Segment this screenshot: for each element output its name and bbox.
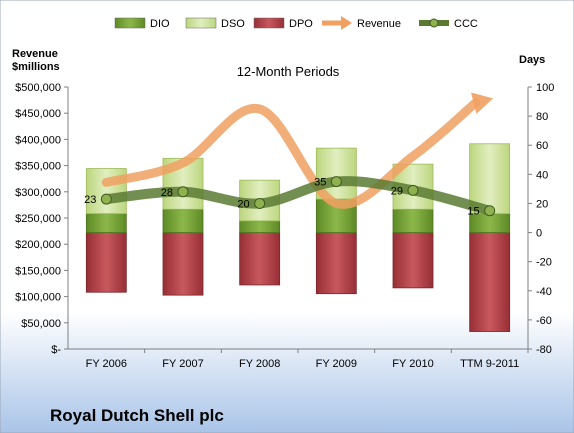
ccc-data-label: 23	[84, 194, 96, 206]
legend-label-ccc: CCC	[454, 18, 478, 30]
legend-swatch-dso	[185, 17, 217, 29]
right-tick-label: 100	[536, 82, 554, 94]
left-tick-label: $450,000	[15, 108, 61, 120]
left-tick-label: $-	[51, 344, 61, 356]
left-axis-title-line-2: $millions	[12, 61, 60, 73]
revenue-arrowhead	[471, 92, 494, 114]
dpo-bar	[85, 232, 127, 293]
dio-bar	[392, 208, 434, 233]
x-tick-label: FY 2010	[392, 358, 433, 370]
legend-swatch-dio	[114, 17, 146, 29]
legend-swatch-ccc-point	[429, 18, 439, 28]
right-tick-label: 0	[536, 228, 542, 240]
ccc-line	[101, 176, 495, 216]
ccc-point	[177, 186, 189, 198]
plot-area: $- $50,000 $100,000 $150,000 $200,000 $250,00…	[15, 82, 554, 370]
legend-label-revenue: Revenue	[357, 18, 401, 30]
legend-label-dio: DIO	[150, 18, 170, 30]
right-tick-label: 80	[536, 111, 548, 123]
right-axis-title: Days	[519, 54, 545, 66]
chart-subtitle: 12-Month Periods	[237, 64, 340, 79]
left-tick-label: $350,000	[15, 161, 61, 173]
right-tick-label: 40	[536, 169, 548, 181]
ccc-data-label: 15	[467, 206, 479, 218]
right-tick-label: -80	[536, 344, 552, 356]
revenue-line	[101, 98, 481, 209]
ccc-point	[330, 176, 342, 188]
left-tick-label: $500,000	[15, 82, 61, 94]
x-tick-label: TTM 9-2011	[460, 358, 519, 370]
left-tick-label: $100,000	[15, 292, 61, 304]
company-name: Royal Dutch Shell plc	[50, 406, 224, 425]
right-tick-label: -20	[536, 257, 552, 269]
ccc-data-label: 28	[161, 187, 173, 199]
left-tick-label: $150,000	[15, 265, 61, 277]
ccc-data-label: 20	[237, 198, 249, 210]
x-tick-label: FY 2008	[239, 358, 280, 370]
ccc-point	[100, 193, 112, 205]
dpo-bar	[392, 232, 434, 289]
ccc-data-label: 29	[391, 185, 403, 197]
legend-swatch-dpo	[253, 17, 285, 29]
dpo-bar	[469, 232, 511, 332]
left-tick-label: $50,000	[21, 318, 61, 330]
legend-label-dpo: DPO	[289, 18, 313, 30]
dio-bar	[239, 220, 281, 233]
ccc-point	[254, 197, 266, 209]
ccc-point	[484, 205, 496, 217]
right-tick-label: -40	[536, 286, 552, 298]
x-tick-label: FY 2006	[86, 358, 127, 370]
right-tick-label: 20	[536, 198, 548, 210]
left-tick-label: $250,000	[15, 213, 61, 225]
right-tick-label: 60	[536, 140, 548, 152]
right-tick-label: -60	[536, 315, 552, 327]
left-tick-label: $300,000	[15, 187, 61, 199]
x-tick-label: FY 2009	[316, 358, 357, 370]
dpo-bar	[162, 232, 204, 296]
legend-label-dso: DSO	[221, 18, 245, 30]
ccc-data-label: 35	[314, 177, 326, 189]
left-tick-label: $200,000	[15, 239, 61, 251]
left-axis-title-line-1: Revenue	[12, 48, 58, 60]
legend-swatch-revenue-arrowhead	[341, 16, 352, 30]
x-tick-label: FY 2007	[162, 358, 203, 370]
legend: DIO DSO DPO Revenue CCC	[114, 16, 478, 30]
dpo-bar	[239, 232, 281, 286]
dio-bar	[85, 213, 127, 233]
left-tick-label: $400,000	[15, 134, 61, 146]
ccc-point	[407, 184, 419, 196]
dio-bar	[162, 208, 204, 233]
dpo-bar	[315, 232, 357, 295]
